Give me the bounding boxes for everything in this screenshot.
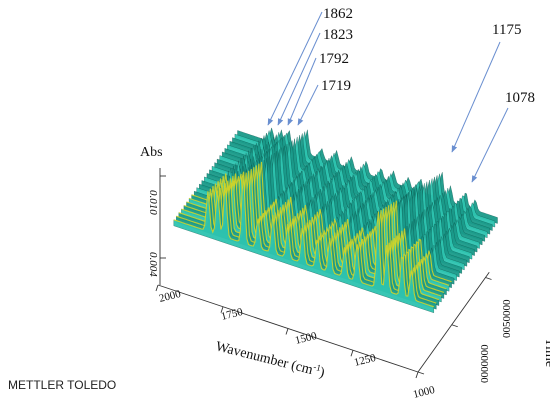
annotation-arrow (277, 32, 321, 126)
annotation-label: 1823 (323, 27, 353, 43)
x-tick-label: 2000 (158, 288, 183, 305)
surface-peak-highlight (181, 168, 442, 297)
brand-label: METTLER TOLEDO (8, 378, 117, 392)
annotation-arrow (297, 84, 319, 126)
annotation-label: 1175 (492, 22, 521, 38)
surface-peak-highlight (178, 170, 440, 301)
annotation-arrow (287, 57, 317, 126)
y-tick-mark (451, 324, 458, 328)
y-axis-line (417, 271, 490, 373)
surface-peak-highlight (176, 172, 437, 304)
z-tick-label: 0.004 (147, 252, 159, 277)
x-tick-label: 1750 (220, 306, 245, 323)
annotation-arrow (451, 41, 501, 153)
x-tick-label: 1000 (412, 384, 437, 401)
annotation-label: 1719 (321, 78, 351, 94)
z-tick-label: 0.010 (147, 190, 159, 215)
annotation-arrow (267, 11, 323, 126)
y-tick-mark (417, 371, 425, 375)
x-tick-mark (220, 306, 224, 313)
x-tick-mark (155, 284, 159, 292)
x-tick-label: 1500 (294, 330, 319, 347)
annotation-label: 1078 (505, 90, 535, 106)
annotation-arrows (267, 11, 509, 183)
spectral-surface (173, 127, 498, 314)
axes-frame (155, 168, 492, 379)
x-axis-label-sup: -1 (312, 361, 322, 373)
annotation-label: 1862 (323, 6, 353, 22)
y-tick-mark (485, 277, 492, 280)
annotation-arrow (471, 107, 509, 183)
z-axis-label: Abs (140, 145, 163, 160)
annotation-label: 1792 (319, 51, 349, 67)
x-axis-label: Wavenumber (cm-1) (214, 337, 327, 381)
x-tick-mark (350, 350, 354, 357)
x-tick-label: 1250 (353, 352, 378, 369)
x-tick-mark (285, 328, 289, 335)
y-axis-label: Time (542, 338, 550, 367)
y-tick-label: 0000000 (479, 344, 491, 383)
y-tick-label: 0050000 (501, 299, 513, 338)
surface-peak-highlight (173, 174, 434, 308)
x-tick-mark (415, 371, 419, 379)
